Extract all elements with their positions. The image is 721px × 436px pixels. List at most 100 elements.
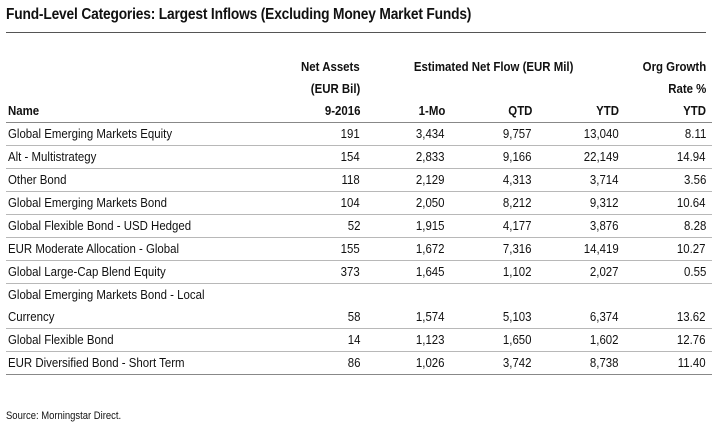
cell-ytd: 22,149: [538, 145, 625, 169]
cell-net-assets: 118: [277, 168, 367, 192]
row-name: Currency: [6, 306, 278, 329]
source-note: Source: Morningstar Direct.: [6, 410, 122, 422]
cell-ytd: 8,738: [538, 351, 625, 375]
cell-org-growth: 14.94: [624, 145, 712, 169]
cell-qtd: 5,103: [451, 306, 538, 329]
cell-ytd: 9,312: [538, 191, 625, 215]
col-org-ytd: YTD: [683, 103, 706, 118]
cell-net-assets: 155: [277, 237, 367, 261]
cell-net-assets: 52: [277, 214, 367, 238]
table-row: Global Flexible Bond 14 1,123 1,650 1,602 12.…: [6, 328, 712, 352]
chart-title: Fund-Level Categories: Largest Inflows (…: [6, 6, 472, 23]
header-net-assets: Net Assets: [301, 59, 361, 74]
cell-net-assets: 14: [277, 328, 367, 352]
header-rate-pct: Rate %: [667, 81, 706, 96]
header-estimated-net-flow: Estimated Net Flow (EUR Mil): [413, 59, 574, 74]
table-row: Global Emerging Markets Bond 104 2,050 8,21…: [6, 191, 712, 215]
table-row: Currency 58 1,574 5,103 6,374 13.62: [6, 306, 712, 329]
row-name: Global Emerging Markets Equity: [6, 122, 278, 146]
cell-empty: [277, 284, 366, 307]
cell-qtd: 4,177: [451, 214, 538, 238]
cell-qtd: 3,742: [451, 351, 538, 375]
cell-empty: [451, 284, 538, 307]
cell-empty: [625, 284, 712, 307]
cell-org-growth: 10.64: [624, 191, 712, 215]
col-9-2016: 9-2016: [324, 103, 361, 118]
table-row: Global Large-Cap Blend Equity 373 1,645 1,1…: [6, 260, 712, 284]
column-header-row: Name 9-2016 1-Mo QTD YTD YTD: [6, 100, 712, 123]
cell-1-mo: 1,672: [366, 237, 452, 261]
cell-empty: [538, 284, 625, 307]
header-blank-3: [366, 78, 451, 100]
table-row: EUR Diversified Bond - Short Term 86 1,026…: [6, 351, 712, 375]
cell-ytd: 2,027: [538, 260, 625, 284]
cell-qtd: 8,212: [451, 191, 538, 215]
row-name: EUR Diversified Bond - Short Term: [6, 351, 278, 375]
col-ytd: YTD: [596, 103, 619, 118]
header-blank-2: [6, 78, 277, 100]
title-rule: [6, 32, 706, 33]
col-1-mo: 1-Mo: [418, 103, 446, 118]
cell-1-mo: 1,915: [366, 214, 452, 238]
row-name: Global Flexible Bond - USD Hedged: [6, 214, 278, 238]
row-name: Alt - Multistrategy: [6, 145, 278, 169]
cell-qtd: 1,102: [451, 260, 538, 284]
cell-org-growth: 3.56: [624, 168, 712, 192]
cell-1-mo: 2,129: [366, 168, 452, 192]
cell-org-growth: 8.28: [624, 214, 712, 238]
cell-net-assets: 191: [277, 122, 367, 146]
table-row: Alt - Multistrategy 154 2,833 9,166 22,149 14…: [6, 145, 712, 169]
row-name: Global Emerging Markets Bond - Local: [8, 287, 205, 302]
cell-qtd: 9,757: [451, 122, 538, 146]
cell-org-growth: 13.62: [624, 306, 712, 329]
row-name: Other Bond: [6, 168, 278, 192]
cell-net-assets: 154: [277, 145, 367, 169]
cell-org-growth: 8.11: [624, 122, 712, 146]
header-blank-5: [538, 78, 625, 100]
cell-qtd: 4,313: [451, 168, 538, 192]
cell-ytd: 14,419: [538, 237, 625, 261]
table-row: Global Emerging Markets Equity 191 3,434 9,…: [6, 122, 712, 146]
table-row: Global Flexible Bond - USD Hedged 52 1,915…: [6, 214, 712, 238]
header-org-growth: Org Growth: [642, 59, 706, 74]
cell-org-growth: 11.40: [624, 351, 712, 375]
inflows-table: Net Assets Estimated Net Flow (EUR Mil) …: [6, 56, 712, 375]
cell-1-mo: 2,050: [366, 191, 452, 215]
row-name: Global Emerging Markets Bond: [6, 191, 278, 215]
table-row: EUR Moderate Allocation - Global 155 1,672…: [6, 237, 712, 261]
cell-ytd: 3,714: [538, 168, 625, 192]
col-qtd: QTD: [507, 103, 532, 118]
header-row-1: Net Assets Estimated Net Flow (EUR Mil) …: [6, 56, 712, 78]
cell-net-assets: 373: [277, 260, 367, 284]
cell-1-mo: 1,645: [366, 260, 452, 284]
cell-net-assets: 58: [277, 306, 367, 329]
row-name: EUR Moderate Allocation - Global: [6, 237, 278, 261]
col-name: Name: [8, 103, 40, 118]
cell-qtd: 9,166: [451, 145, 538, 169]
cell-ytd: 6,374: [538, 306, 625, 329]
header-row-2: (EUR Bil) Rate %: [6, 78, 712, 100]
row-name: Global Flexible Bond: [6, 328, 278, 352]
row-name: Global Large-Cap Blend Equity: [6, 260, 278, 284]
cell-net-assets: 86: [277, 351, 367, 375]
cell-org-growth: 10.27: [624, 237, 712, 261]
cell-1-mo: 1,026: [366, 351, 452, 375]
header-eur-bil: (EUR Bil): [310, 81, 361, 96]
cell-ytd: 1,602: [538, 328, 625, 352]
cell-ytd: 3,876: [538, 214, 625, 238]
cell-org-growth: 0.55: [624, 260, 712, 284]
cell-net-assets: 104: [277, 191, 367, 215]
cell-qtd: 7,316: [451, 237, 538, 261]
table-row: Other Bond 118 2,129 4,313 3,714 3.56: [6, 168, 712, 192]
cell-qtd: 1,650: [451, 328, 538, 352]
cell-1-mo: 3,434: [366, 122, 452, 146]
header-blank: [6, 56, 277, 78]
cell-empty: [366, 284, 451, 307]
cell-1-mo: 2,833: [366, 145, 452, 169]
cell-1-mo: 1,574: [366, 306, 452, 329]
header-blank-4: [451, 78, 538, 100]
cell-1-mo: 1,123: [366, 328, 452, 352]
cell-ytd: 13,040: [538, 122, 625, 146]
table-row: Global Emerging Markets Bond - Local: [6, 284, 712, 307]
cell-org-growth: 12.76: [624, 328, 712, 352]
